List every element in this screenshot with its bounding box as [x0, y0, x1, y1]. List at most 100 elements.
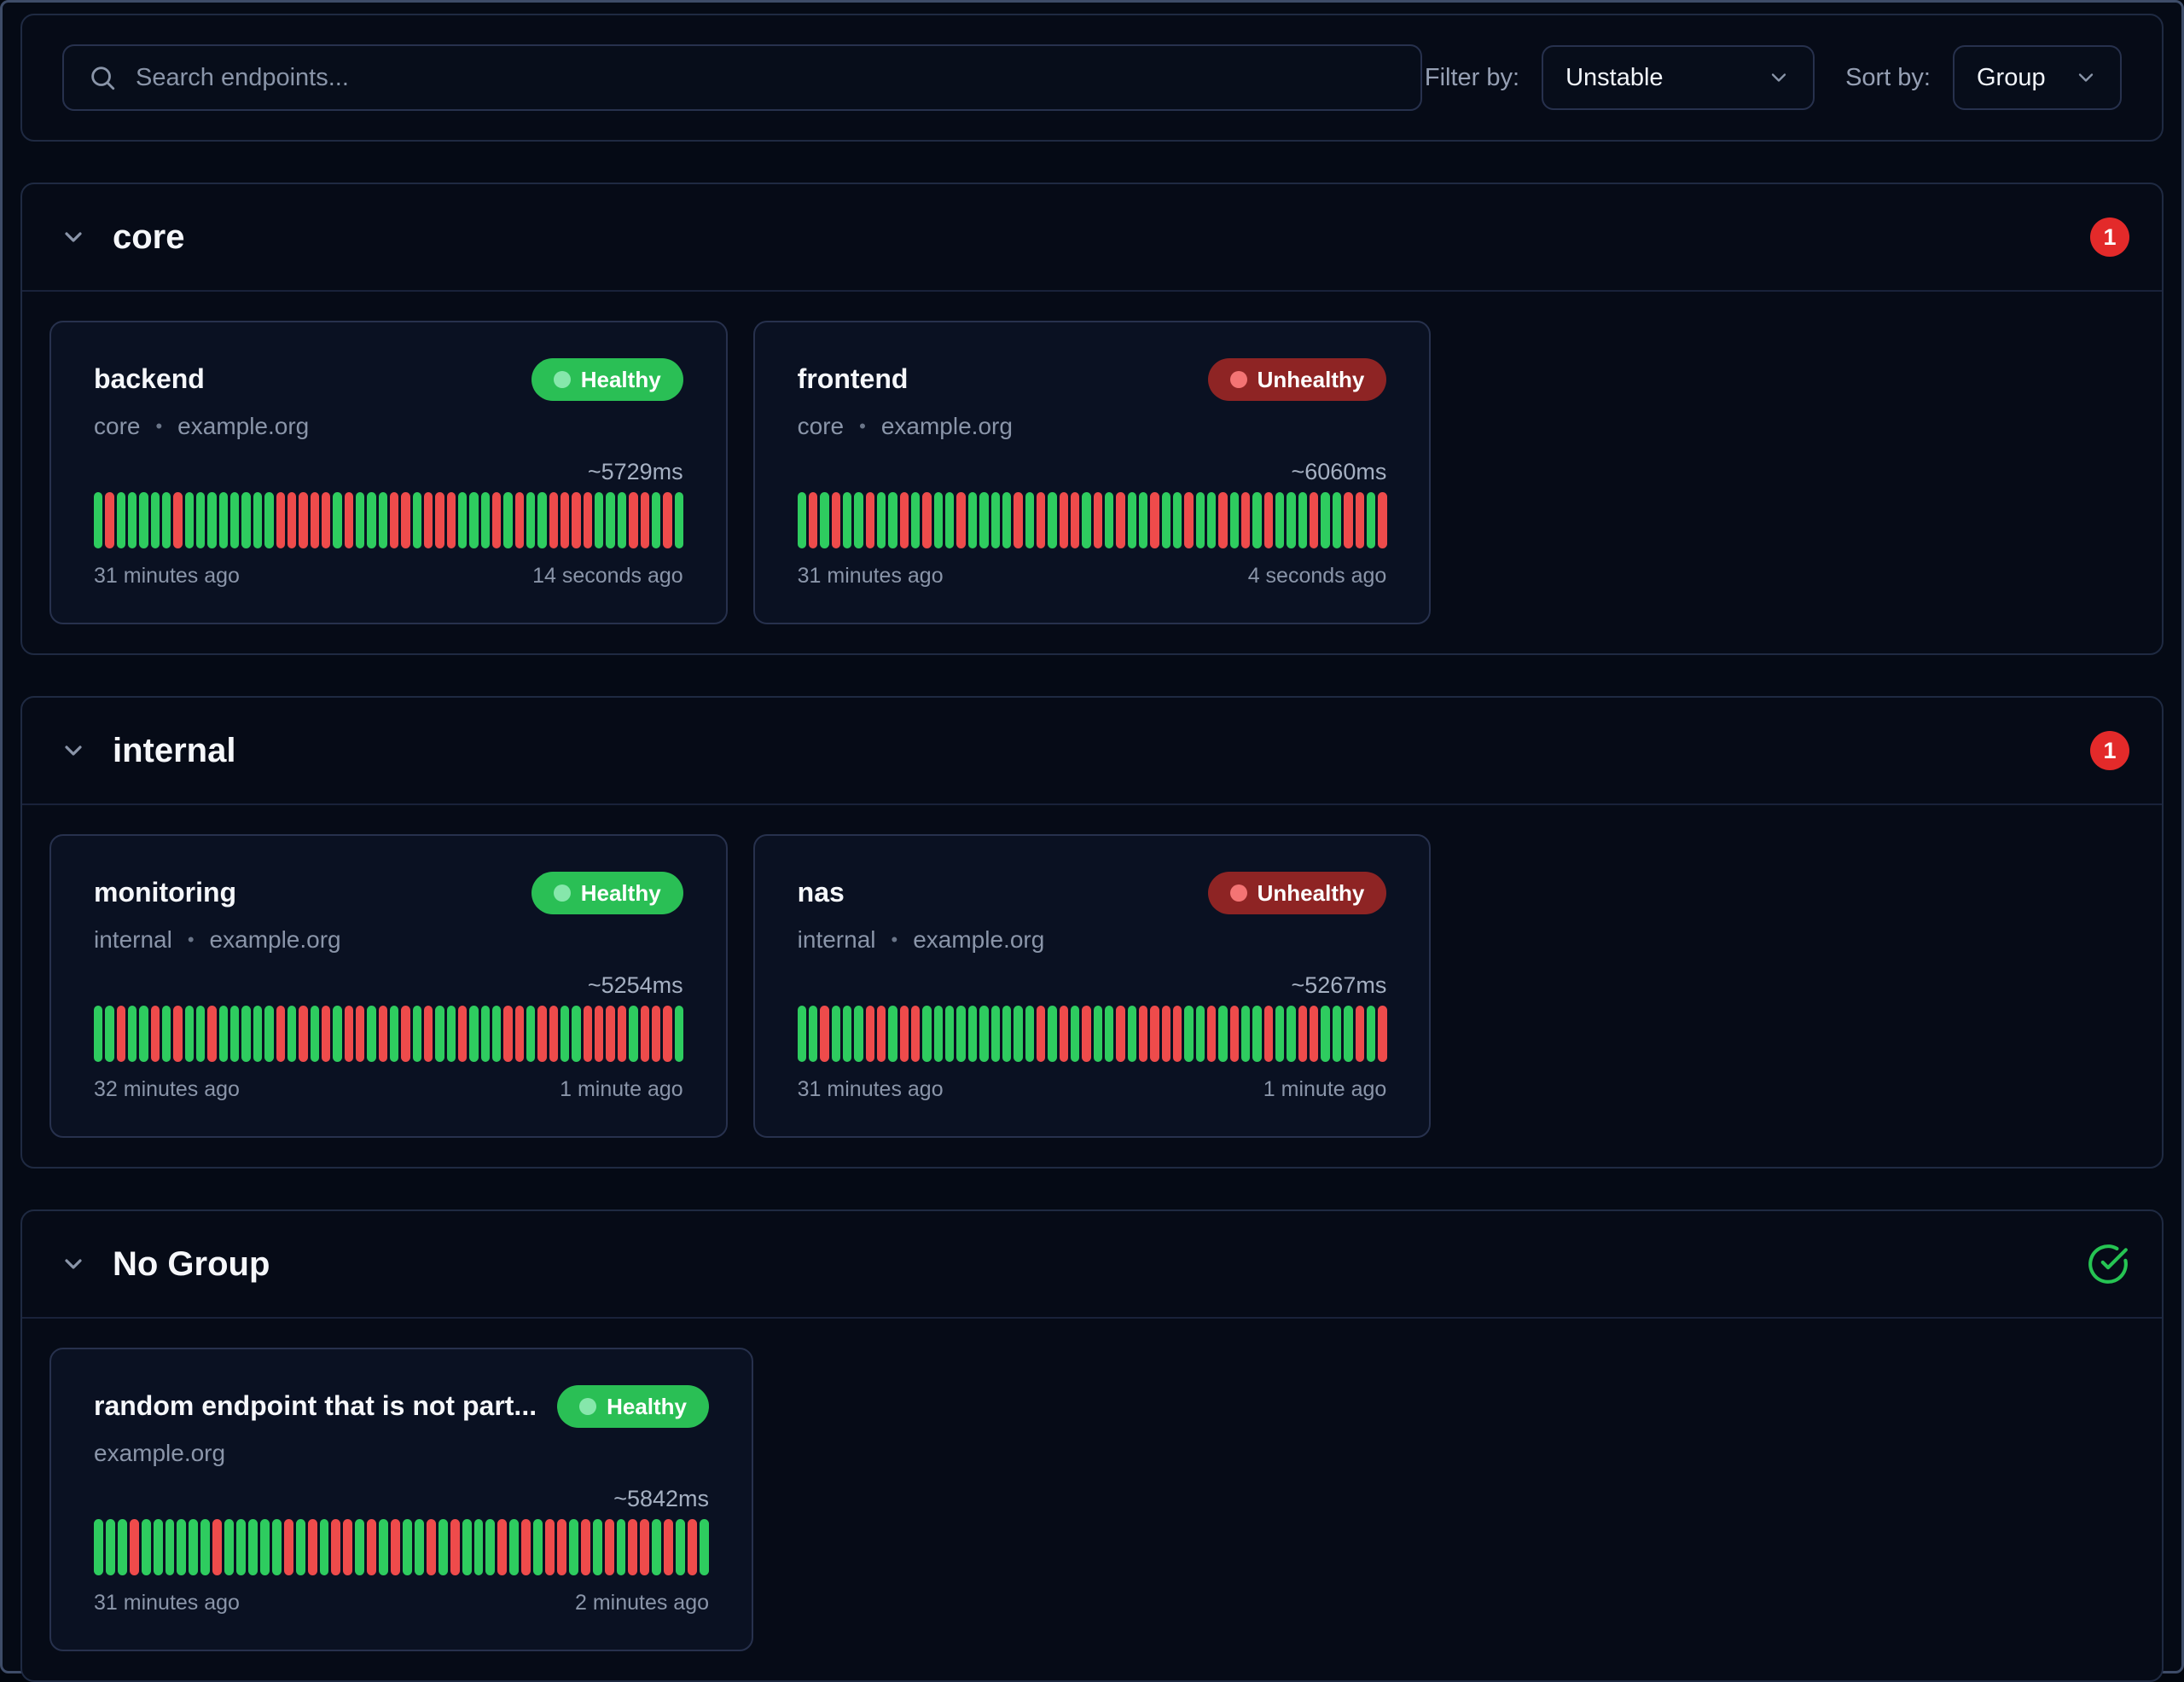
status-bar-success[interactable] — [1332, 492, 1342, 548]
status-bar-failure[interactable] — [1093, 492, 1102, 548]
status-bar-success[interactable] — [462, 1519, 472, 1575]
status-bar-failure[interactable] — [604, 1519, 614, 1575]
status-bar-failure[interactable] — [389, 492, 399, 548]
status-bar-failure[interactable] — [865, 492, 875, 548]
status-bar-success[interactable] — [1025, 1006, 1034, 1062]
status-bar-success[interactable] — [945, 492, 955, 548]
status-bar-failure[interactable] — [809, 492, 818, 548]
status-bar-failure[interactable] — [899, 1006, 909, 1062]
status-bar-failure[interactable] — [299, 1006, 308, 1062]
status-bar-failure[interactable] — [664, 1519, 674, 1575]
status-bar-failure[interactable] — [1150, 492, 1159, 548]
status-bar-success[interactable] — [367, 1006, 376, 1062]
status-bar-success[interactable] — [378, 492, 387, 548]
status-bar-success[interactable] — [438, 1519, 448, 1575]
status-bar-failure[interactable] — [595, 1006, 604, 1062]
status-bar-failure[interactable] — [514, 492, 525, 548]
status-history[interactable] — [94, 1006, 683, 1062]
status-bar-success[interactable] — [355, 492, 365, 548]
status-bar-success[interactable] — [1014, 1006, 1023, 1062]
status-bar-failure[interactable] — [877, 1006, 886, 1062]
status-history[interactable] — [94, 1519, 709, 1575]
status-bar-failure[interactable] — [956, 492, 966, 548]
status-bar-success[interactable] — [1218, 1006, 1228, 1062]
status-bar-success[interactable] — [162, 1006, 171, 1062]
status-bar-failure[interactable] — [287, 492, 297, 548]
status-bar-success[interactable] — [1366, 1006, 1376, 1062]
status-bar-failure[interactable] — [922, 492, 932, 548]
status-bar-failure[interactable] — [556, 1519, 566, 1575]
status-bar-failure[interactable] — [911, 1006, 921, 1062]
status-bar-success[interactable] — [854, 492, 863, 548]
status-bar-failure[interactable] — [344, 492, 353, 548]
status-bar-failure[interactable] — [629, 492, 638, 548]
status-bar-failure[interactable] — [1344, 492, 1353, 548]
status-bar-success[interactable] — [1184, 1006, 1194, 1062]
status-bar-failure[interactable] — [1310, 1006, 1319, 1062]
status-bar-failure[interactable] — [435, 492, 444, 548]
status-bar-failure[interactable] — [367, 1519, 377, 1575]
status-bar-success[interactable] — [295, 1519, 305, 1575]
status-bar-success[interactable] — [230, 1006, 240, 1062]
status-bar-failure[interactable] — [549, 492, 559, 548]
status-bar-success[interactable] — [264, 492, 274, 548]
status-bar-failure[interactable] — [514, 1006, 525, 1062]
endpoint-card-backend[interactable]: backend Healthy core • example.org ~5729… — [49, 321, 728, 624]
status-bar-failure[interactable] — [283, 1519, 293, 1575]
status-bar-failure[interactable] — [1263, 492, 1274, 548]
status-bar-failure[interactable] — [1207, 1006, 1217, 1062]
status-bar-success[interactable] — [207, 492, 217, 548]
status-bar-failure[interactable] — [1173, 1006, 1182, 1062]
status-bar-failure[interactable] — [173, 1006, 183, 1062]
group-header-no-group[interactable]: No Group — [22, 1211, 2162, 1319]
status-bar-success[interactable] — [1366, 492, 1376, 548]
status-bar-failure[interactable] — [1218, 492, 1228, 548]
status-bar-success[interactable] — [990, 1006, 1000, 1062]
status-bar-failure[interactable] — [207, 1006, 217, 1062]
status-bar-success[interactable] — [177, 1519, 187, 1575]
status-bar-failure[interactable] — [129, 1519, 139, 1575]
status-bar-failure[interactable] — [1138, 1006, 1148, 1062]
status-bar-success[interactable] — [592, 1519, 602, 1575]
status-bar-success[interactable] — [196, 1006, 206, 1062]
status-bar-success[interactable] — [674, 492, 683, 548]
status-bar-success[interactable] — [797, 492, 806, 548]
status-bar-success[interactable] — [1002, 492, 1012, 548]
status-bar-success[interactable] — [1127, 492, 1136, 548]
status-bar-success[interactable] — [224, 1519, 235, 1575]
status-bar-success[interactable] — [1195, 492, 1205, 548]
status-bar-success[interactable] — [820, 492, 829, 548]
status-bar-success[interactable] — [854, 1006, 863, 1062]
status-bar-success[interactable] — [218, 1006, 229, 1062]
status-bar-success[interactable] — [526, 492, 536, 548]
status-bar-failure[interactable] — [561, 492, 570, 548]
status-bar-success[interactable] — [990, 492, 1000, 548]
status-bar-success[interactable] — [94, 492, 103, 548]
status-bar-success[interactable] — [616, 1519, 626, 1575]
status-bar-success[interactable] — [150, 492, 160, 548]
status-bar-success[interactable] — [492, 1006, 502, 1062]
status-bar-success[interactable] — [1287, 492, 1296, 548]
status-bar-success[interactable] — [236, 1519, 246, 1575]
status-bar-success[interactable] — [526, 1006, 536, 1062]
status-bar-success[interactable] — [435, 1006, 444, 1062]
status-bar-failure[interactable] — [640, 492, 649, 548]
status-bar-success[interactable] — [967, 1006, 978, 1062]
status-bar-failure[interactable] — [640, 1519, 650, 1575]
status-bar-failure[interactable] — [572, 492, 581, 548]
status-bar-failure[interactable] — [423, 492, 433, 548]
search-input[interactable] — [136, 63, 1397, 92]
status-bar-success[interactable] — [1275, 1006, 1285, 1062]
status-bar-failure[interactable] — [1355, 492, 1364, 548]
status-bar-failure[interactable] — [1263, 1006, 1274, 1062]
status-bar-failure[interactable] — [503, 1006, 513, 1062]
status-bar-success[interactable] — [94, 1519, 103, 1575]
status-bar-failure[interactable] — [521, 1519, 531, 1575]
status-bar-success[interactable] — [1025, 492, 1034, 548]
status-bar-success[interactable] — [700, 1519, 709, 1575]
status-bar-success[interactable] — [253, 492, 263, 548]
status-bar-success[interactable] — [617, 492, 627, 548]
status-bar-success[interactable] — [888, 492, 897, 548]
status-bar-failure[interactable] — [628, 1519, 638, 1575]
status-bar-failure[interactable] — [446, 492, 456, 548]
